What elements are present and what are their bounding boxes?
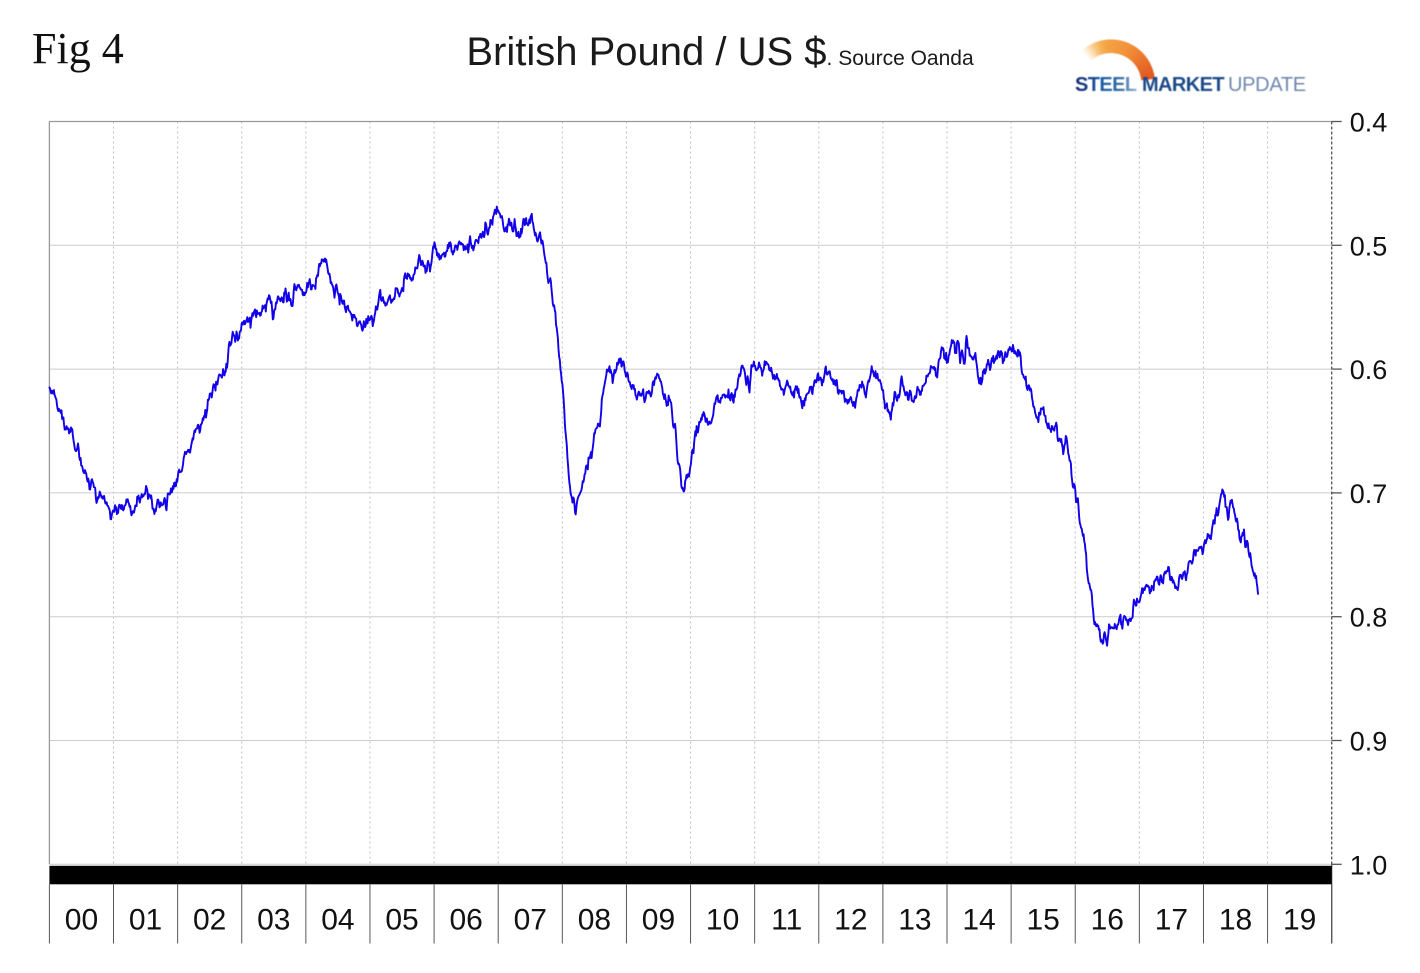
svg-text:11: 11: [771, 903, 802, 936]
svg-text:1.0: 1.0: [1350, 850, 1388, 880]
svg-text:04: 04: [321, 903, 354, 936]
svg-text:0.6: 0.6: [1350, 355, 1388, 385]
svg-text:STEEL: STEEL: [1075, 74, 1137, 96]
svg-text:13: 13: [898, 903, 931, 936]
svg-text:0.4: 0.4: [1350, 108, 1388, 138]
svg-text:0.5: 0.5: [1350, 231, 1388, 261]
svg-text:01: 01: [129, 903, 162, 936]
svg-text:MARKET: MARKET: [1142, 74, 1224, 96]
svg-text:05: 05: [385, 903, 418, 936]
svg-text:18: 18: [1219, 903, 1252, 936]
svg-text:17: 17: [1155, 903, 1188, 936]
svg-text:16: 16: [1091, 903, 1124, 936]
svg-text:07: 07: [514, 903, 547, 936]
svg-text:00: 00: [65, 903, 98, 936]
svg-text:UPDATE: UPDATE: [1228, 74, 1306, 96]
svg-text:06: 06: [449, 903, 482, 936]
svg-text:14: 14: [962, 903, 995, 936]
svg-text:03: 03: [257, 903, 290, 936]
svg-text:10: 10: [706, 903, 739, 936]
svg-text:15: 15: [1026, 903, 1059, 936]
svg-text:08: 08: [578, 903, 611, 936]
svg-text:09: 09: [642, 903, 675, 936]
svg-text:0.7: 0.7: [1350, 479, 1388, 509]
svg-text:02: 02: [193, 903, 226, 936]
svg-text:19: 19: [1283, 903, 1316, 936]
svg-text:12: 12: [834, 903, 867, 936]
svg-text:0.8: 0.8: [1350, 603, 1388, 633]
svg-text:0.9: 0.9: [1350, 727, 1388, 757]
